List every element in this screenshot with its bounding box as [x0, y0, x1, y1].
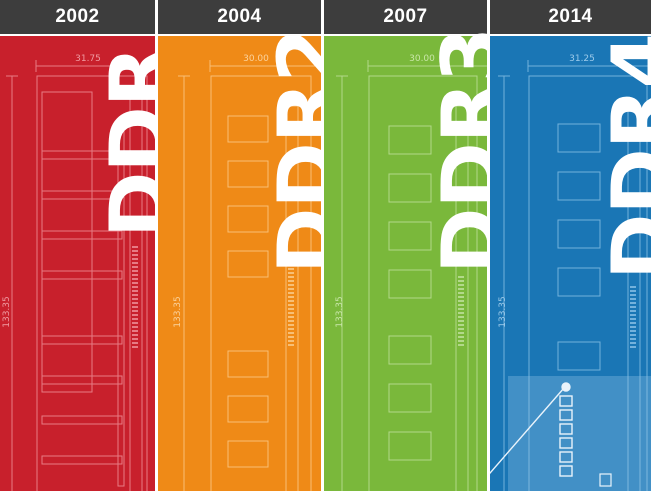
module-height-dimension: 133.35: [335, 296, 345, 328]
generation-label: DDR3: [425, 27, 487, 274]
module-outline-drawing: [336, 60, 487, 491]
generation-label: DDR4: [595, 33, 651, 280]
module-height-dimension: 133.35: [498, 296, 508, 328]
year-label: 2004: [158, 0, 321, 34]
module-panel: 31.75 133.35 DDR: [0, 36, 155, 491]
module-outline-drawing: [6, 60, 155, 491]
column-divider: [155, 0, 158, 491]
year-label: 2014: [490, 0, 651, 34]
generation-column-ddr2: 2004: [158, 0, 321, 491]
generation-label: DDR: [93, 46, 155, 238]
module-outline-drawing: [178, 60, 321, 491]
module-width-dimension: 30.00: [409, 54, 435, 64]
module-panel: 30.00 133.35 DDR3: [324, 28, 487, 491]
module-width-dimension: 31.75: [75, 54, 101, 64]
module-panel: 30.00 133.35 DDR2: [158, 28, 321, 491]
module-width-dimension: 30.00: [243, 54, 269, 64]
year-label: 2007: [324, 0, 487, 34]
module-height-dimension: 133.35: [2, 296, 12, 328]
zoom-callout: [490, 382, 612, 487]
module-panel: 31.25 133.35 DDR4: [490, 33, 651, 491]
generation-label: DDR2: [261, 27, 321, 274]
year-label: 2002: [0, 0, 155, 34]
generation-column-ddr4: 2014: [490, 0, 651, 491]
module-height-dimension: 133.35: [173, 296, 183, 328]
column-divider: [321, 0, 324, 491]
module-width-dimension: 31.25: [569, 54, 595, 64]
generation-column-ddr3: 2007: [324, 0, 487, 491]
column-divider: [487, 0, 490, 491]
generation-column-ddr: 2002: [0, 0, 155, 491]
module-outline-drawing: [490, 60, 651, 491]
